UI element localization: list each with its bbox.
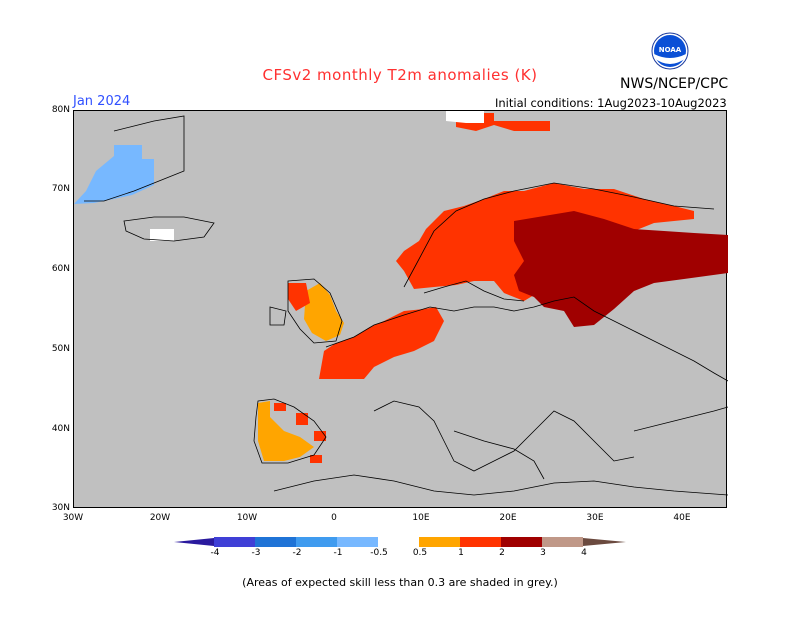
lon-label-30e: 30E <box>586 513 604 523</box>
lon-label-20e: 20E <box>499 513 517 523</box>
colorbar-label--4: -4 <box>210 548 220 558</box>
noaa-logo-text: NOAA <box>659 46 682 54</box>
colorbar-label--0.5: -0.5 <box>370 548 388 558</box>
colorbar-swatch-0.5 <box>419 537 460 547</box>
map-canvas <box>74 111 728 496</box>
lon-label-10w: 10W <box>236 513 258 523</box>
iberia-warm-area <box>258 401 314 461</box>
lat-label-50n: 50N <box>51 344 70 354</box>
colorbar-swatch--1 <box>337 537 378 547</box>
colorbar-label-4: 4 <box>581 548 587 558</box>
color-bar <box>174 537 626 547</box>
lat-label-60n: 60N <box>51 264 70 274</box>
lat-label-40n: 40N <box>51 424 70 434</box>
colorbar-swatch--3 <box>255 537 296 547</box>
greenland-cold-area <box>74 145 154 204</box>
colorbar-label-1: 1 <box>458 548 464 558</box>
colorbar-label-0.5: 0.5 <box>412 548 428 558</box>
lon-label-10e: 10E <box>412 513 430 523</box>
svalbard-white <box>446 111 484 123</box>
colorbar-label--2: -2 <box>292 548 302 558</box>
colorbar-right-arrow <box>583 538 626 546</box>
colorbar-swatch-neutral <box>378 537 419 547</box>
colorbar-swatch-2 <box>501 537 542 547</box>
target-month: Jan 2024 <box>73 94 131 109</box>
chart-title: CFSv2 monthly T2m anomalies (K) <box>262 66 538 84</box>
colorbar-label--3: -3 <box>251 548 261 558</box>
iberia-red-spots <box>274 403 326 463</box>
colorbar-left-arrow <box>174 538 214 546</box>
skill-note: (Areas of expected skill less than 0.3 a… <box>242 576 558 589</box>
initial-conditions: Initial conditions: 1Aug2023-10Aug2023 <box>495 96 727 110</box>
noaa-logo: NOAA <box>651 32 689 70</box>
lat-label-80n: 80N <box>51 105 70 115</box>
lon-label-0: 0 <box>331 513 337 523</box>
colorbar-swatch-1 <box>460 537 501 547</box>
agency-label: NWS/NCEP/CPC <box>620 76 729 92</box>
colorbar-swatch--4 <box>214 537 255 547</box>
lat-label-70n: 70N <box>51 184 70 194</box>
lon-label-30w: 30W <box>62 513 84 523</box>
anomaly-map <box>73 110 728 508</box>
colorbar-label-3: 3 <box>540 548 546 558</box>
uk-warm-area <box>304 283 344 341</box>
uk-red-part <box>288 283 310 311</box>
lon-label-20w: 20W <box>149 513 171 523</box>
colorbar-swatch--2 <box>296 537 337 547</box>
colorbar-label--1: -1 <box>333 548 343 558</box>
colorbar-label-2: 2 <box>499 548 505 558</box>
russia-baltic-hot-area <box>514 211 728 327</box>
colorbar-swatch-3 <box>542 537 583 547</box>
lon-label-40e: 40E <box>673 513 691 523</box>
coastlines <box>84 115 728 496</box>
lat-label-30n: 30N <box>51 503 70 513</box>
western-europe-warm-area <box>319 307 444 379</box>
iceland-neutral-area <box>150 229 174 241</box>
